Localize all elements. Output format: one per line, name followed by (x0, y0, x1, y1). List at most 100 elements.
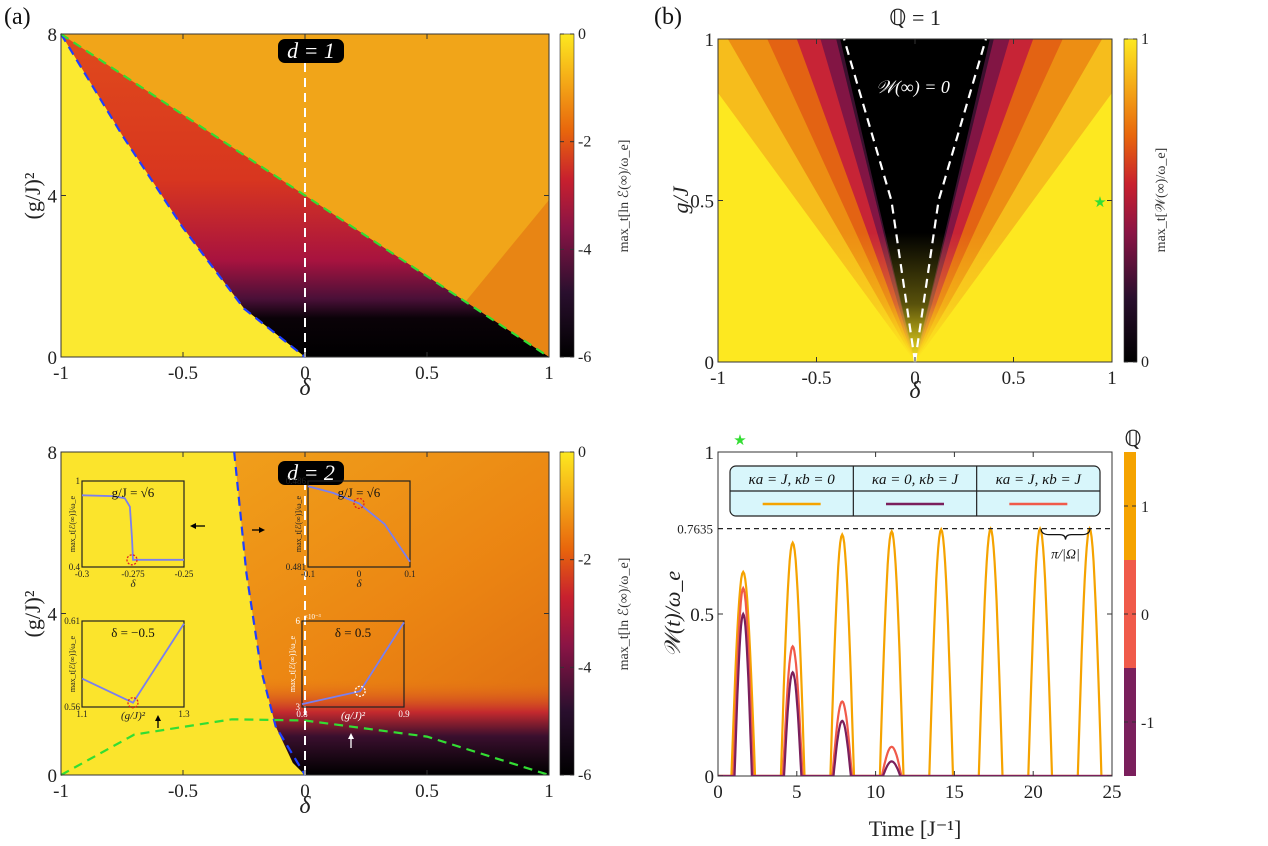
heatmap-black-wedge (840, 39, 990, 362)
y-tick-label: 1 (705, 30, 715, 51)
brace-label: π/|Ω| (1051, 548, 1080, 563)
brace (1040, 528, 1091, 540)
y-tick-label: 8 (48, 25, 58, 46)
inset-x-tick-label: -0.25 (175, 569, 194, 579)
x-tick-label: -1 (53, 781, 69, 802)
inset-y-tick-label: 3 (296, 702, 301, 712)
colorbar-tick-label: -2 (578, 134, 591, 151)
x-tick-label: 15 (945, 782, 964, 803)
y-axis-label: g/J (668, 185, 693, 213)
inset-y-tick-label: 0.56 (64, 702, 80, 712)
inset-series (81, 623, 185, 704)
white-right (913, 38, 987, 363)
inset-y-tick-label: 1 (76, 476, 81, 486)
x-tick-label: 0 (300, 363, 310, 384)
annotation-w-zero: 𝒲(∞) = 0 (876, 77, 950, 98)
badge-bg (278, 461, 344, 485)
green-boundary (60, 33, 550, 358)
colorbar-tick-label: 0 (1141, 354, 1149, 371)
badge-d1: d = 1 (278, 38, 344, 63)
inset-series (307, 485, 411, 563)
heatmap-b-top: -1 -0.5 0 0.5 100.51 ℚ = 1 𝒲(∞) = 0 ★ δ g/J … (668, 5, 1169, 404)
region-left-yellow (61, 452, 305, 775)
plot-title: ℚ = 1 (889, 5, 941, 30)
colorbar-tick-label: -6 (578, 349, 591, 366)
inset-title: δ = −0.5 (111, 625, 155, 640)
x-tick-label: 1 (544, 363, 554, 384)
inset-marker-circle (127, 697, 139, 709)
x-tick-label: 10 (866, 782, 885, 803)
inset-y-label: max_t[ℰ(∞)]/ω_e (68, 495, 77, 552)
series-line (718, 585, 1112, 776)
y-axis-label: 𝒲(t)/ω_e (660, 571, 685, 657)
series-line (718, 526, 1112, 776)
arrow-up-right (348, 733, 354, 748)
inset-2: g/J = √6 -0.1 0 0.1 0.481 0.486 δ max_t[ℰ(∞)]/ω… (286, 476, 416, 590)
colorbar-tick-label: -1 (1141, 715, 1154, 732)
legend-label: κa = J, κb = J (996, 472, 1083, 488)
colorbar-segment (1124, 452, 1136, 560)
inset-y-tick-label: 0.481 (286, 562, 306, 572)
inset-y-label: max_t[ℰ(∞)]/ω_e (288, 635, 297, 692)
blue-boundary (60, 33, 306, 358)
x-tick-label: 1 (544, 781, 554, 802)
series-line (718, 611, 1112, 776)
x-tick-label: -0.5 (168, 363, 198, 384)
x-tick-label: 20 (1024, 782, 1043, 803)
inset-marker-circle (126, 554, 138, 566)
colorbar (559, 451, 575, 776)
x-tick-label: 0.5 (1002, 368, 1026, 389)
x-tick-label: 25 (1103, 782, 1122, 803)
inset-x-label: δ (356, 578, 362, 590)
badge-bg (278, 39, 344, 63)
inset-1: g/J = √6 -0.3 -0.275 -0.25 0.4 1 δ max_t[ℰ(∞)]/… (68, 476, 194, 590)
colorbar-segment (1124, 668, 1136, 776)
colorbar-tick-label: 1 (1141, 499, 1149, 516)
inset-title: δ = 0.5 (335, 625, 371, 640)
y-axis-label: (g/J)² (20, 590, 45, 637)
region-left-yellow (61, 34, 305, 357)
arrow-right (252, 527, 265, 533)
x-tick-label: 0 (300, 781, 310, 802)
inset-y-scale-note: ×10⁻³ (304, 613, 321, 621)
heatmap-bottom-fade (718, 232, 1112, 362)
inset-x-label: (g/J)² (341, 710, 366, 722)
colorbar (1123, 38, 1138, 363)
colorbar-tick-label: -2 (578, 552, 591, 569)
inset-y-label: max_t[ℰ(∞)]/ω_e (294, 495, 303, 552)
x-tick-label: 5 (792, 782, 802, 803)
y-axis-label: (g/J)² (20, 172, 45, 219)
inset-x-label: (g/J)² (121, 710, 146, 722)
arrow-left (190, 523, 205, 529)
inset-x-tick-label: -0.3 (75, 569, 90, 579)
colorbar-tick-label: -4 (578, 241, 591, 258)
star-marker: ★ (733, 431, 746, 449)
y-tick-label: 0 (705, 767, 715, 788)
inset-y-tick-label: 6 (296, 616, 301, 626)
heatmap-a-top: -1 -0.5 0 0.5 1 0 4 8 d = 1 δ (g/J)² 0 -2 -4 -6 ma… (20, 25, 632, 401)
inset-x-tick-label: 1.1 (76, 709, 87, 719)
x-tick-label: 0 (910, 368, 920, 389)
x-axis-label: Time [J⁻¹] (869, 816, 962, 841)
y-tick-label: 0 (705, 353, 715, 374)
inset-4: δ = 0.5 0.8 0.9 3 6 (g/J)² max_t[ℰ(∞)]/ω_e ×10⁻… (288, 613, 410, 722)
inset-frame (81, 480, 185, 568)
colorbar-label: max_t[ln ℰ(∞)/ω_e] (617, 140, 632, 253)
y-tick-label: 0 (48, 766, 58, 787)
inset-x-tick-label: 0.1 (404, 569, 415, 579)
star-marker: ★ (1093, 193, 1106, 211)
panel-label-a: (a) (4, 4, 31, 30)
arrow-up-left (155, 715, 161, 728)
inset-x-tick-label: 0.8 (296, 709, 308, 719)
inset-series (81, 494, 184, 561)
x-tick-label: -1 (53, 363, 69, 384)
legend: κa = J, κb = 0 κa = 0, κb = J κa = J, κb =… (729, 465, 1101, 517)
inset-series (301, 621, 405, 705)
x-tick-label: 0.5 (415, 781, 439, 802)
inset-x-label: δ (130, 578, 136, 590)
inset-title: g/J = √6 (112, 485, 155, 500)
x-tick-label: 1 (1107, 368, 1117, 389)
colorbar-label: max_t[ln ℰ(∞)/ω_e] (617, 558, 632, 671)
